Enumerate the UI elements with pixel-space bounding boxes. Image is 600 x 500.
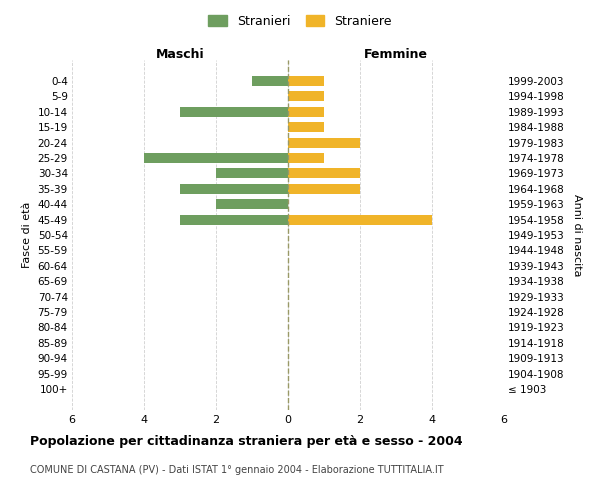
Bar <box>288 168 360 178</box>
Text: Popolazione per cittadinanza straniera per età e sesso - 2004: Popolazione per cittadinanza straniera p… <box>30 435 463 448</box>
Text: Maschi: Maschi <box>155 48 205 61</box>
Text: COMUNE DI CASTANA (PV) - Dati ISTAT 1° gennaio 2004 - Elaborazione TUTTITALIA.IT: COMUNE DI CASTANA (PV) - Dati ISTAT 1° g… <box>30 465 443 475</box>
Bar <box>288 106 324 117</box>
Bar <box>216 199 288 209</box>
Bar <box>288 76 324 86</box>
Legend: Stranieri, Straniere: Stranieri, Straniere <box>205 11 395 32</box>
Text: Femmine: Femmine <box>364 48 428 61</box>
Bar <box>252 76 288 86</box>
Bar <box>216 168 288 178</box>
Y-axis label: Fasce di età: Fasce di età <box>22 202 32 268</box>
Bar <box>288 214 432 224</box>
Bar <box>288 122 324 132</box>
Y-axis label: Anni di nascita: Anni di nascita <box>572 194 582 276</box>
Bar <box>288 92 324 102</box>
Bar <box>180 184 288 194</box>
Bar <box>288 138 360 147</box>
Bar <box>288 153 324 163</box>
Bar <box>288 184 360 194</box>
Bar <box>180 214 288 224</box>
Bar <box>180 106 288 117</box>
Bar <box>144 153 288 163</box>
